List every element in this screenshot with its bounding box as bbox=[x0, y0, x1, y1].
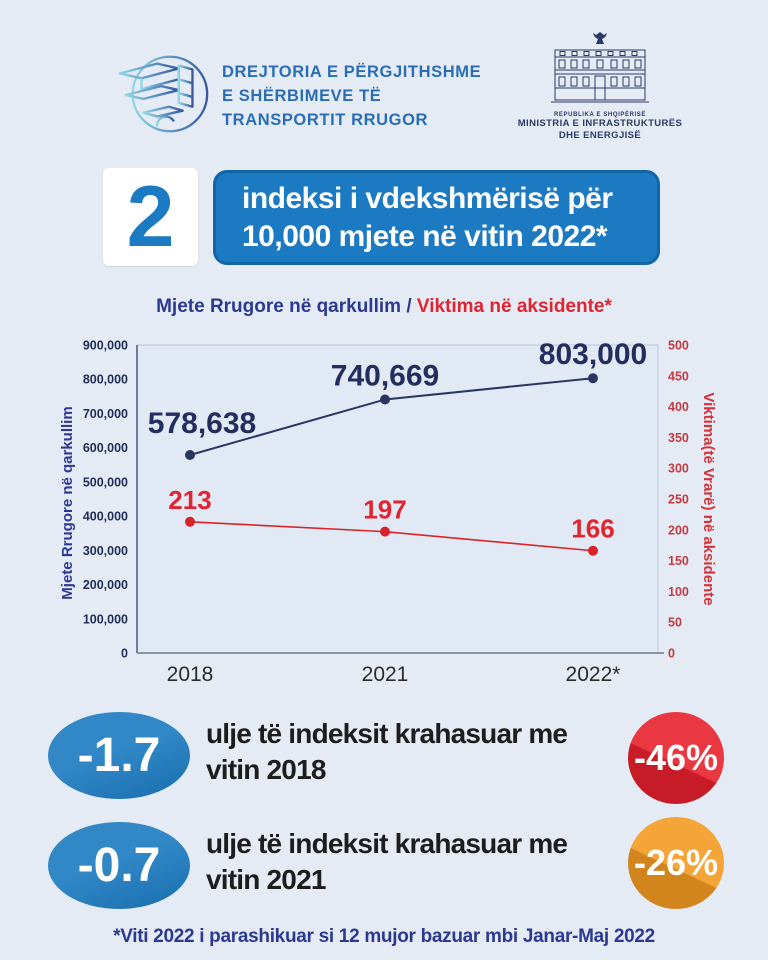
banner-title-line2: 10,000 mjete në vitin 2022* bbox=[242, 220, 608, 253]
index-change-text-2018-line2: vitin 2018 bbox=[206, 754, 326, 785]
right-axis-tick-label: 150 bbox=[668, 554, 689, 568]
dpshtrr-line1: DREJTORIA E PËRGJITHSHME bbox=[222, 63, 482, 81]
right-axis-tick-label: 350 bbox=[668, 431, 689, 445]
eagle-icon bbox=[593, 32, 607, 44]
banner-title-line1: indeksi i vdekshmërisë për bbox=[242, 182, 613, 215]
dpshtrr-line2: E SHËRBIMEVE TË bbox=[222, 87, 382, 105]
dpshtrr-line3: TRANSPORTIT RRUGOR bbox=[222, 111, 429, 129]
left-axis-tick-label: 600,000 bbox=[83, 441, 128, 455]
data-point-label: 166 bbox=[571, 514, 614, 544]
line-chart: 900,000 800,000 700,000 600,000 500,000 400,0… bbox=[0, 333, 768, 703]
dpshtrr-logo-text: DREJTORIA E PËRGJITHSHME E SHËRBIMEVE TË… bbox=[222, 60, 481, 132]
chart-title-left: Mjete Rrugore në qarkullim / bbox=[156, 296, 412, 317]
right-axis-tick-label: 400 bbox=[668, 400, 689, 414]
right-axis-tick-label: 0 bbox=[668, 647, 675, 661]
left-axis-tick-label: 500,000 bbox=[83, 475, 128, 489]
index-change-text-2021: ulje të indeksit krahasuar me vitin 2021 bbox=[206, 826, 568, 898]
right-axis-tick-label: 200 bbox=[668, 523, 689, 537]
right-axis-tick-label: 300 bbox=[668, 462, 689, 476]
data-point-label: 213 bbox=[168, 485, 211, 515]
left-axis-tick-label: 0 bbox=[121, 647, 128, 661]
right-axis-tick-label: 100 bbox=[668, 585, 689, 599]
ministry-name-line2: DHE ENERGJISË bbox=[558, 129, 642, 141]
index-change-text-2021-line1: ulje të indeksit krahasuar me bbox=[206, 828, 568, 859]
ministry-logo: REPUBLIKA E SHQIPËRISË MINISTRIA E INFRA… bbox=[510, 30, 690, 141]
right-axis-title: Viktima(të Vrarë) në aksidente bbox=[700, 392, 717, 605]
percent-badge-2021: -26% bbox=[628, 817, 724, 909]
percent-badge-2018: -46% bbox=[628, 712, 724, 804]
data-point-label: 578,638 bbox=[148, 407, 256, 440]
data-point bbox=[380, 526, 390, 537]
x-axis-tick-label: 2022* bbox=[566, 663, 621, 686]
left-axis-tick-label: 700,000 bbox=[83, 407, 128, 421]
right-axis-tick-label: 50 bbox=[668, 616, 682, 630]
ministry-building-icon bbox=[551, 32, 649, 103]
republic-label: REPUBLIKA E SHQIPËRISË bbox=[554, 112, 646, 118]
ministry-name-line1: MINISTRIA E INFRASTRUKTURËS bbox=[517, 118, 683, 129]
left-axis-tick-label: 900,000 bbox=[83, 339, 128, 353]
index-change-oval-2021: -0.7 bbox=[48, 822, 190, 909]
section-number-badge: 2 bbox=[103, 168, 198, 266]
data-point bbox=[185, 516, 195, 527]
data-point bbox=[588, 545, 598, 556]
index-change-text-2018-line1: ulje të indeksit krahasuar me bbox=[206, 718, 568, 749]
footnote: *Viti 2022 i parashikuar si 12 mujor baz… bbox=[113, 926, 655, 947]
left-axis-tick-label: 400,000 bbox=[83, 510, 128, 524]
dpshtrr-logo-icon bbox=[118, 55, 209, 133]
data-point bbox=[185, 449, 195, 460]
chart-canvas: 900,000 800,000 700,000 600,000 500,000 400,0… bbox=[59, 338, 717, 686]
right-axis-tick-label: 450 bbox=[668, 369, 689, 383]
x-axis-tick-label: 2021 bbox=[362, 663, 409, 686]
section-title-banner: indeksi i vdekshmërisë për 10,000 mjete … bbox=[213, 170, 660, 265]
left-axis-title: Mjete Rrugore në qarkullim bbox=[59, 406, 76, 599]
left-axis-tick-label: 800,000 bbox=[83, 373, 128, 387]
chart-title-right: Viktima në aksidente* bbox=[416, 296, 612, 317]
index-change-oval-2018: -1.7 bbox=[48, 712, 190, 799]
right-axis-tick-label: 500 bbox=[668, 339, 689, 353]
index-change-text-2018: ulje të indeksit krahasuar me vitin 2018 bbox=[206, 716, 568, 788]
x-axis-tick-label: 2018 bbox=[167, 663, 214, 686]
left-axis-tick-label: 200,000 bbox=[83, 578, 128, 592]
data-point-label: 197 bbox=[363, 495, 406, 525]
index-change-text-2021-line2: vitin 2021 bbox=[206, 864, 326, 895]
data-point bbox=[588, 373, 598, 384]
chart-title: Mjete Rrugore në qarkullim / Viktima në … bbox=[0, 296, 768, 318]
left-axis-tick-label: 300,000 bbox=[83, 544, 128, 558]
data-point bbox=[380, 394, 390, 405]
left-axis-tick-label: 100,000 bbox=[83, 612, 128, 626]
right-axis-tick-label: 250 bbox=[668, 493, 689, 507]
data-point-label: 740,669 bbox=[331, 360, 439, 393]
data-point-label: 803,000 bbox=[539, 338, 647, 371]
